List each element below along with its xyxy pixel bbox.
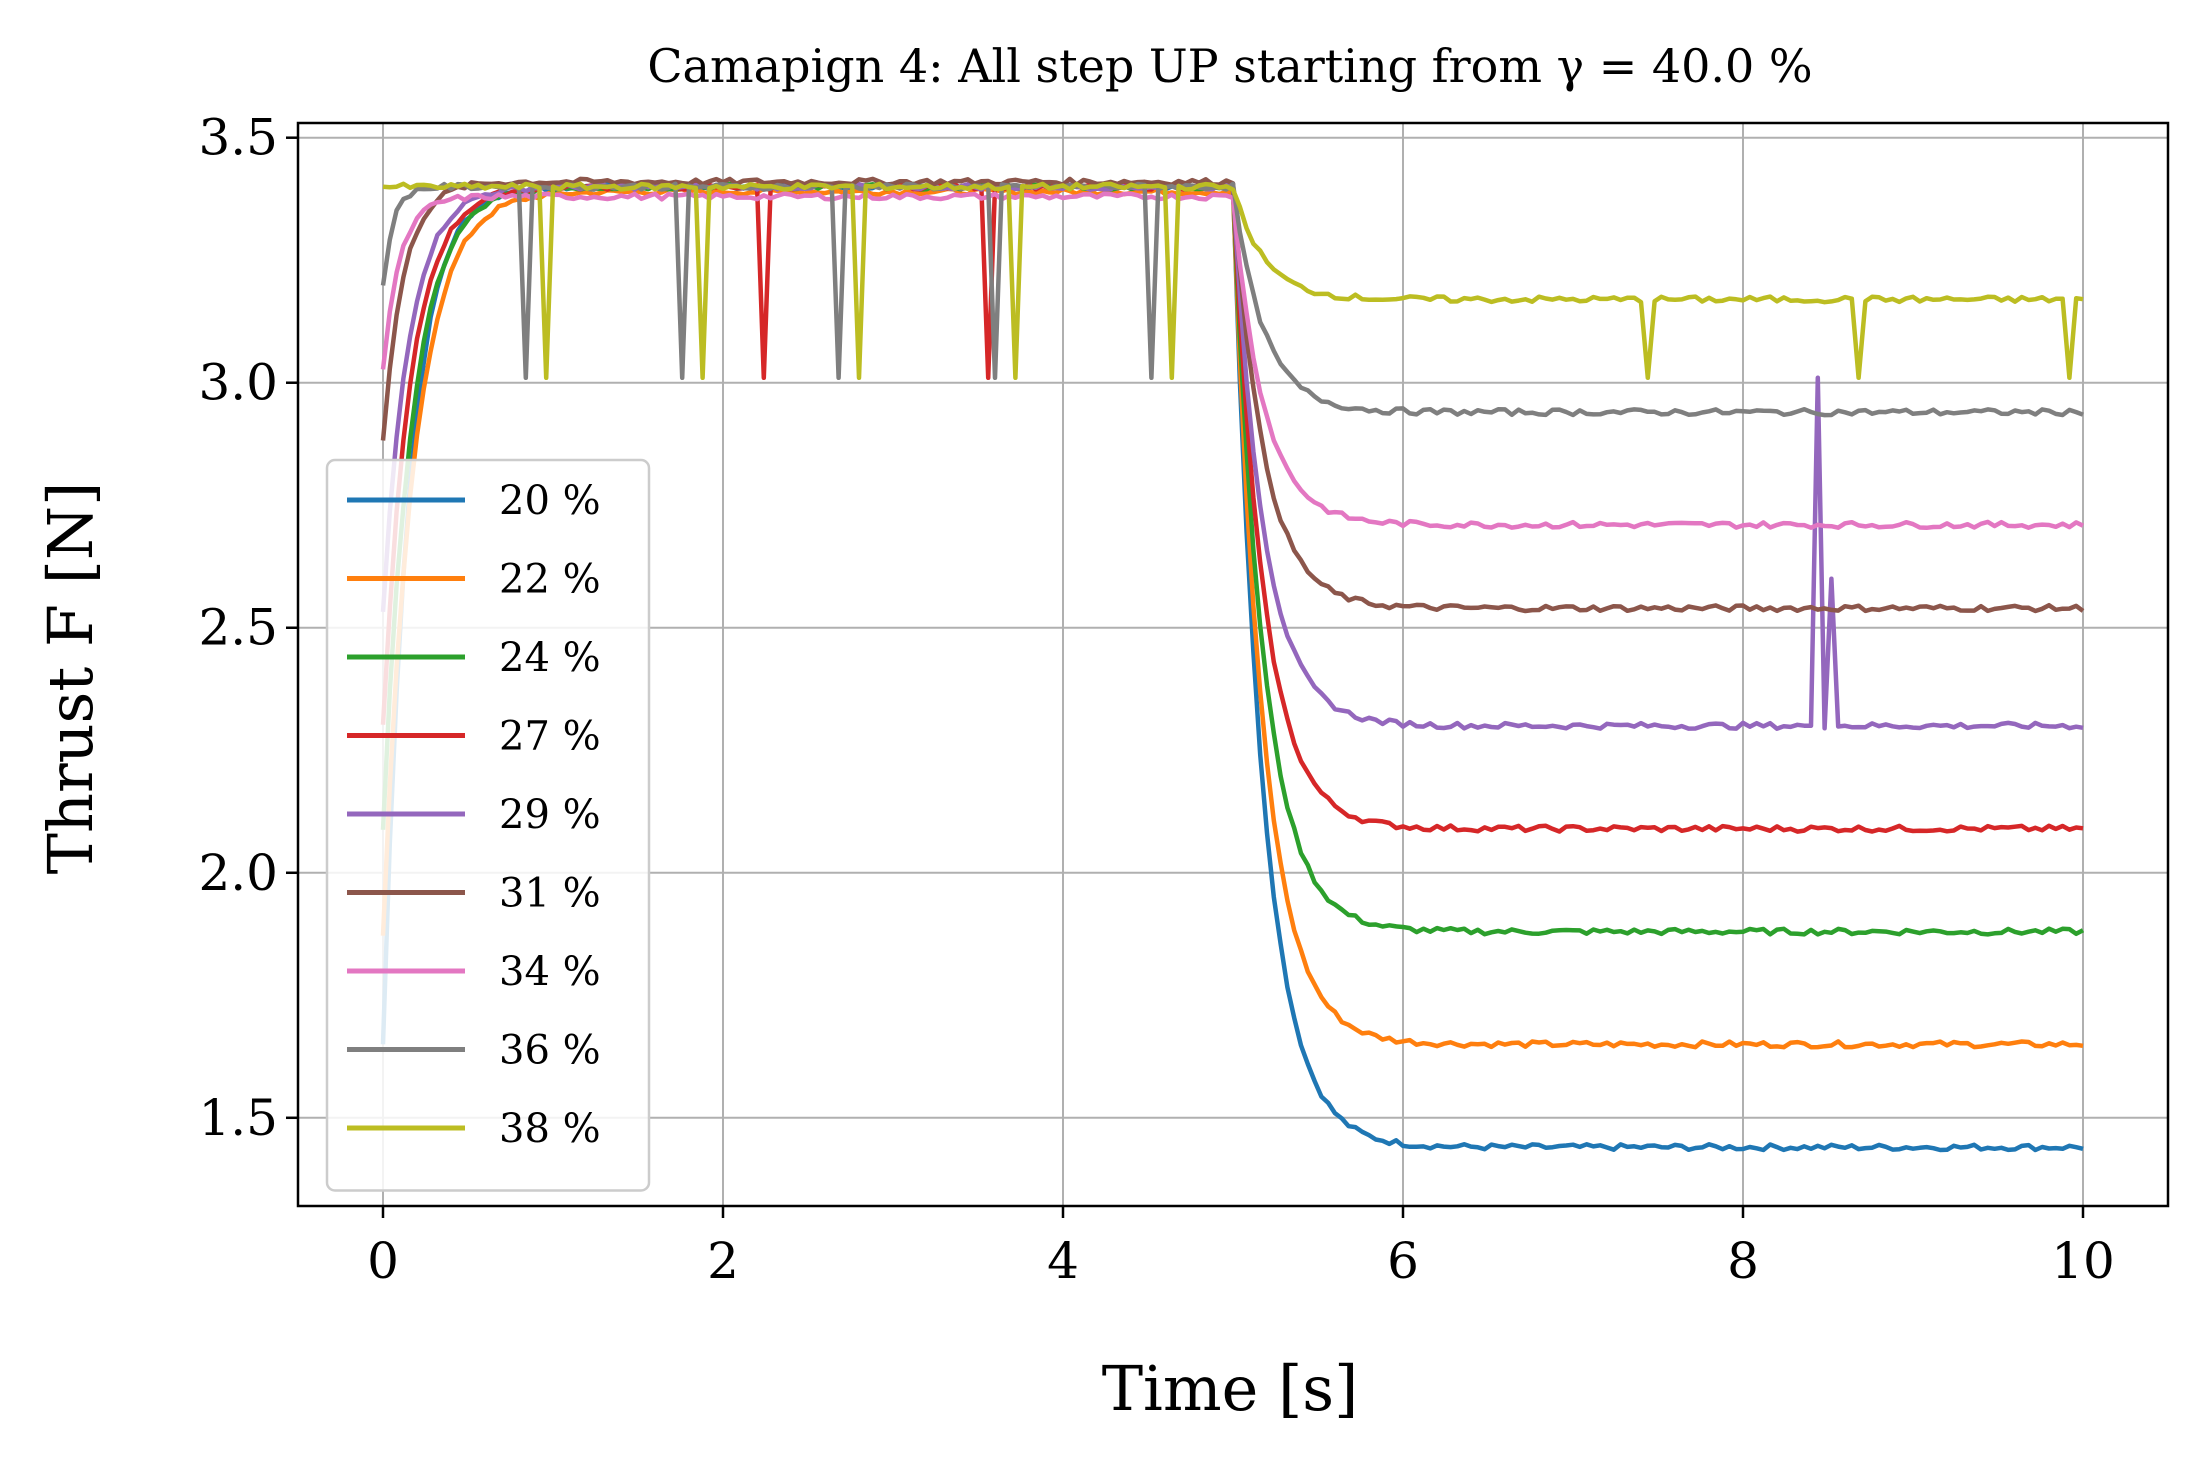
legend-label: 20 % [499, 478, 601, 524]
series-line [380, 181, 2084, 418]
x-tick-label: 6 [1387, 1232, 1419, 1290]
chart-title: Camapign 4: All step UP starting from γ … [647, 39, 1812, 93]
y-tick-label: 2.5 [198, 599, 278, 657]
x-tick-label: 10 [2051, 1232, 2115, 1290]
x-tick-label: 2 [707, 1232, 739, 1290]
legend: 20 % 22 % 24 % 27 % 29 % 31 % 34 % 36 % 38 % [325, 458, 651, 1192]
y-tick-label: 3.5 [198, 109, 278, 167]
x-tick-label: 0 [367, 1232, 399, 1290]
legend-label: 38 % [499, 1106, 601, 1152]
plot-frame [296, 121, 2170, 1208]
plot-lines [380, 176, 2085, 1153]
legend-label: 22 % [499, 557, 601, 603]
legend-box [325, 458, 651, 1192]
x-axis-label: Time [s] [1102, 1352, 1359, 1425]
x-tick-label: 4 [1047, 1232, 1079, 1290]
x-tick-label: 8 [1727, 1232, 1759, 1290]
legend-label: 36 % [499, 1028, 601, 1074]
y-tick-label: 2.0 [198, 844, 278, 902]
y-tick-label: 1.5 [198, 1089, 278, 1147]
legend-label: 27 % [499, 714, 601, 760]
legend-label: 29 % [499, 792, 601, 838]
axis-ticks: 0 2 4 6 8 10 1.5 2.0 2.5 3.0 3.5 [198, 109, 2114, 1290]
y-axis-label: Thrust F [N] [34, 482, 107, 875]
legend-label: 34 % [499, 949, 601, 995]
legend-label: 24 % [499, 635, 601, 681]
series-line [382, 181, 2084, 381]
y-tick-label: 3.0 [198, 354, 278, 412]
legend-label: 31 % [499, 871, 601, 917]
